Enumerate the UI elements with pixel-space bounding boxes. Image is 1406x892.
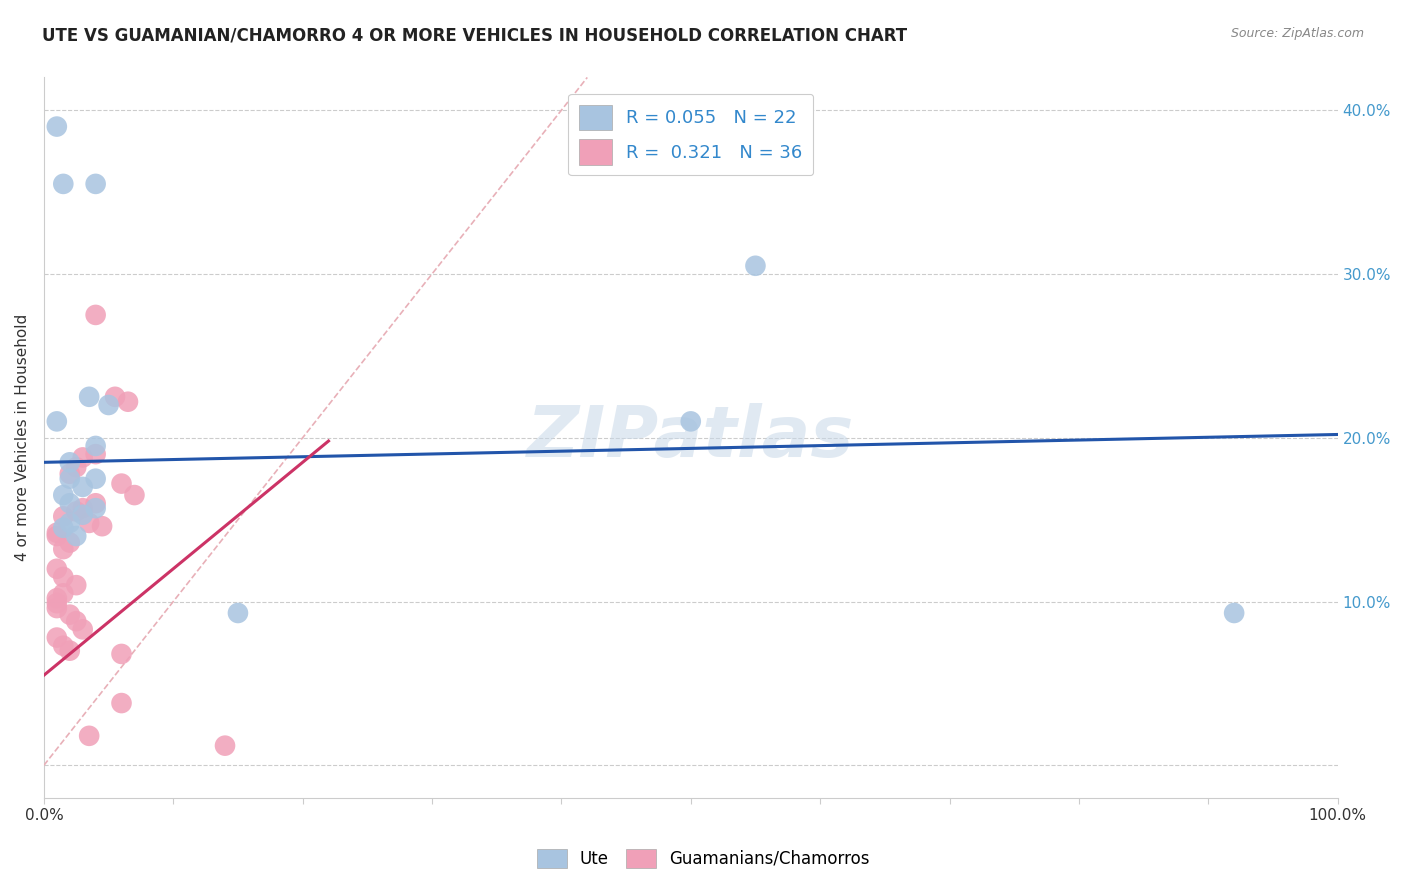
Point xyxy=(110,476,132,491)
Point xyxy=(45,601,67,615)
Point xyxy=(59,607,82,622)
Point xyxy=(214,739,236,753)
Point xyxy=(84,439,107,453)
Point xyxy=(104,390,127,404)
Point xyxy=(65,529,87,543)
Point xyxy=(59,472,82,486)
Point xyxy=(72,450,94,465)
Point xyxy=(91,519,114,533)
Y-axis label: 4 or more Vehicles in Household: 4 or more Vehicles in Household xyxy=(15,314,30,561)
Point xyxy=(52,177,75,191)
Point xyxy=(52,586,75,600)
Point xyxy=(45,596,67,610)
Point xyxy=(84,501,107,516)
Text: ZIPatlas: ZIPatlas xyxy=(527,403,855,472)
Point xyxy=(84,447,107,461)
Legend: R = 0.055   N = 22, R =  0.321   N = 36: R = 0.055 N = 22, R = 0.321 N = 36 xyxy=(568,94,813,176)
Point xyxy=(59,643,82,657)
Point xyxy=(65,504,87,518)
Point xyxy=(65,614,87,628)
Point xyxy=(77,516,100,530)
Point xyxy=(744,259,766,273)
Point xyxy=(52,521,75,535)
Point xyxy=(77,729,100,743)
Point xyxy=(1223,606,1246,620)
Point xyxy=(110,647,132,661)
Point xyxy=(45,414,67,428)
Legend: Ute, Guamanians/Chamorros: Ute, Guamanians/Chamorros xyxy=(530,842,876,875)
Point xyxy=(226,606,249,620)
Point xyxy=(59,467,82,481)
Point xyxy=(117,394,139,409)
Point xyxy=(59,535,82,549)
Point xyxy=(45,529,67,543)
Point xyxy=(72,508,94,522)
Point xyxy=(52,509,75,524)
Point xyxy=(65,578,87,592)
Point xyxy=(110,696,132,710)
Point xyxy=(84,308,107,322)
Point xyxy=(45,631,67,645)
Point xyxy=(84,472,107,486)
Text: Source: ZipAtlas.com: Source: ZipAtlas.com xyxy=(1230,27,1364,40)
Point xyxy=(84,496,107,510)
Point xyxy=(45,120,67,134)
Point xyxy=(97,398,120,412)
Point xyxy=(45,591,67,606)
Point xyxy=(124,488,146,502)
Point xyxy=(45,525,67,540)
Point xyxy=(77,390,100,404)
Point xyxy=(72,501,94,516)
Point xyxy=(52,542,75,557)
Text: UTE VS GUAMANIAN/CHAMORRO 4 OR MORE VEHICLES IN HOUSEHOLD CORRELATION CHART: UTE VS GUAMANIAN/CHAMORRO 4 OR MORE VEHI… xyxy=(42,27,907,45)
Point xyxy=(679,414,702,428)
Point xyxy=(59,455,82,469)
Point xyxy=(59,516,82,530)
Point xyxy=(52,639,75,653)
Point xyxy=(72,480,94,494)
Point xyxy=(65,460,87,475)
Point xyxy=(52,570,75,584)
Point xyxy=(59,496,82,510)
Point xyxy=(45,562,67,576)
Point xyxy=(52,488,75,502)
Point xyxy=(72,623,94,637)
Point xyxy=(84,177,107,191)
